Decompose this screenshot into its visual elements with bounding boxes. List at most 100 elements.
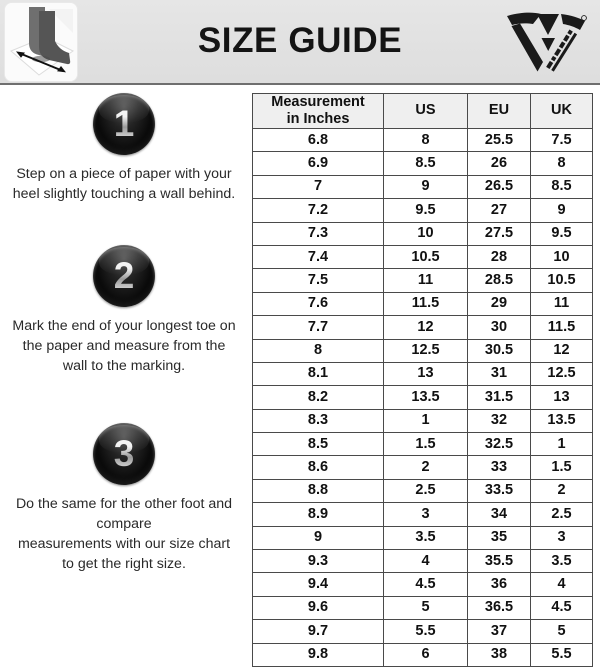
cell-uk: 3.5 [530, 549, 593, 574]
cell-uk: 9 [530, 198, 593, 223]
table-row: 7.7 12 30 11.5 [252, 315, 593, 340]
step-number-2: 2 [93, 245, 155, 307]
cell-uk: 9.5 [530, 221, 593, 246]
instruction-step-3: 3 Do the same for the other foot and com… [0, 423, 248, 575]
step-text-2: Mark the end of your longest toe on the … [12, 318, 236, 375]
cell-eu: 31 [467, 361, 531, 387]
table-row: 8 12.5 30.5 12 [252, 338, 593, 363]
cell-eu: 33.5 [467, 478, 531, 504]
cell-us: 10.5 [383, 244, 468, 270]
cell-us: 2.5 [383, 478, 468, 504]
cell-measurement: 8.2 [252, 385, 384, 410]
table-row: 9 3.5 35 3 [252, 525, 593, 551]
cell-measurement: 7.6 [252, 291, 384, 317]
cell-us: 3.5 [383, 525, 468, 551]
cell-us: 10 [383, 221, 468, 246]
cell-measurement: 7.5 [252, 268, 384, 293]
cell-us: 8.5 [383, 151, 468, 176]
cell-eu: 32.5 [467, 432, 531, 457]
cell-eu: 32 [467, 408, 531, 434]
vizari-brand-logo [503, 8, 589, 78]
table-row: 8.3 1 32 13.5 [252, 408, 593, 434]
cell-eu: 26.5 [467, 174, 531, 200]
cell-eu: 27 [467, 198, 531, 223]
cell-us: 8 [383, 127, 468, 153]
cell-uk: 8.5 [530, 174, 593, 200]
table-row: 7.4 10.5 28 10 [252, 244, 593, 270]
table-row: 9.3 4 35.5 3.5 [252, 549, 593, 574]
step-number-1: 1 [93, 93, 155, 155]
header-band: SIZE GUIDE [0, 0, 600, 85]
cell-uk: 3 [530, 525, 593, 551]
cell-eu: 27.5 [467, 221, 531, 246]
cell-us: 12.5 [383, 338, 468, 363]
step-number-badge-2: 2 [93, 245, 155, 307]
cell-eu: 29 [467, 291, 531, 317]
table-row: 7.5 11 28.5 10.5 [252, 268, 593, 293]
cell-eu: 25.5 [467, 127, 531, 153]
cell-us: 4 [383, 549, 468, 574]
cell-uk: 13.5 [530, 408, 593, 434]
cell-measurement: 6.8 [252, 127, 384, 153]
cell-us: 6 [383, 642, 468, 667]
cell-eu: 26 [467, 151, 531, 176]
cell-measurement: 6.9 [252, 151, 384, 176]
cell-measurement: 8.6 [252, 455, 384, 480]
cell-eu: 30.5 [467, 338, 531, 363]
foot-measurement-illustration [5, 3, 77, 81]
cell-us: 11 [383, 268, 468, 293]
instruction-steps: 1 Step on a piece of paper with your hee… [0, 85, 248, 600]
page-title: SIZE GUIDE [197, 21, 403, 60]
cell-eu: 36 [467, 572, 531, 597]
cell-uk: 5.5 [530, 642, 593, 667]
cell-uk: 11 [530, 291, 593, 317]
cell-uk: 2.5 [530, 502, 593, 527]
step-number-badge-1: 1 [93, 93, 155, 155]
cell-uk: 1.5 [530, 455, 593, 480]
cell-eu: 28.5 [467, 268, 531, 293]
instruction-step-2: 2 Mark the end of your longest toe on th… [0, 245, 248, 376]
cell-us: 9 [383, 174, 468, 200]
cell-uk: 13 [530, 385, 593, 410]
cell-measurement: 9 [252, 525, 384, 551]
size-chart-head: Measurement in Inches US EU UK [252, 93, 593, 129]
table-row: 6.9 8.5 26 8 [252, 151, 593, 176]
cell-measurement: 8.3 [252, 408, 384, 434]
cell-uk: 1 [530, 432, 593, 457]
column-header-measurement: Measurement in Inches [252, 93, 384, 129]
cell-uk: 12 [530, 338, 593, 363]
cell-measurement: 9.4 [252, 572, 384, 597]
table-row: 8.9 3 34 2.5 [252, 502, 593, 527]
size-chart-table: Measurement in Inches US EU UK 6.8 8 25.5 7… [252, 93, 593, 667]
cell-measurement: 8.8 [252, 478, 384, 504]
cell-eu: 37 [467, 619, 531, 644]
cell-uk: 7.5 [530, 127, 593, 153]
table-row: 8.5 1.5 32.5 1 [252, 432, 593, 457]
table-row: 8.1 13 31 12.5 [252, 361, 593, 387]
cell-us: 9.5 [383, 198, 468, 223]
cell-measurement: 8.5 [252, 432, 384, 457]
table-row: 7.6 11.5 29 11 [252, 291, 593, 317]
table-row: 7 9 26.5 8.5 [252, 174, 593, 200]
table-header-row: Measurement in Inches US EU UK [252, 93, 593, 129]
cell-eu: 30 [467, 315, 531, 340]
cell-eu: 34 [467, 502, 531, 527]
cell-us: 11.5 [383, 291, 468, 317]
cell-measurement: 7.3 [252, 221, 384, 246]
cell-uk: 8 [530, 151, 593, 176]
cell-uk: 10.5 [530, 268, 593, 293]
cell-measurement: 7.7 [252, 315, 384, 340]
cell-eu: 35.5 [467, 549, 531, 574]
cell-measurement: 7 [252, 174, 384, 200]
cell-uk: 4 [530, 572, 593, 597]
table-row: 9.8 6 38 5.5 [252, 642, 593, 667]
cell-us: 13.5 [383, 385, 468, 410]
cell-measurement: 8.9 [252, 502, 384, 527]
cell-us: 2 [383, 455, 468, 480]
cell-measurement: 9.8 [252, 642, 384, 667]
table-row: 9.7 5.5 37 5 [252, 619, 593, 644]
cell-uk: 2 [530, 478, 593, 504]
cell-us: 3 [383, 502, 468, 527]
column-header-eu: EU [467, 93, 531, 129]
table-row: 7.3 10 27.5 9.5 [252, 221, 593, 246]
